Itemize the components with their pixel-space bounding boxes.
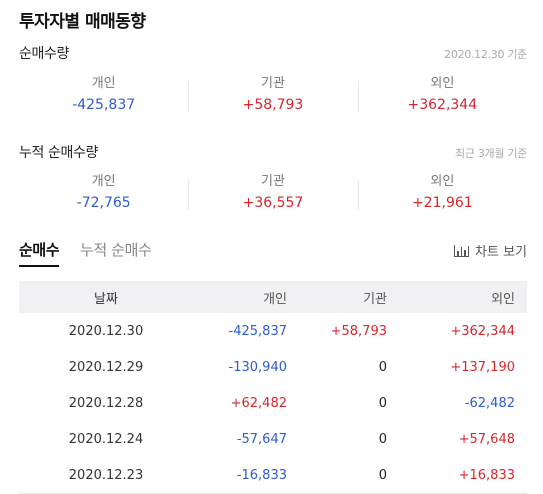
daily-section-header: 순매수량 2020.12.30 기준 <box>19 43 527 63</box>
row-foreign: +137,190 <box>450 359 515 375</box>
summary-value: -425,837 <box>72 97 136 113</box>
row-foreign: +57,648 <box>458 431 515 447</box>
tab-bar: 순매수 누적 순매수 차트 보기 <box>19 236 527 268</box>
daily-individual: 개인 -425,837 <box>19 74 188 116</box>
table-row: 2020.12.28 +62,482 0 -62,482 <box>19 385 527 421</box>
cumulative-section-header: 누적 순매수량 최근 3개월 기준 <box>19 142 527 162</box>
cumulative-section-note: 최근 3개월 기준 <box>454 147 527 160</box>
cumulative-individual: 개인 -72,765 <box>19 172 188 214</box>
daily-summary: 개인 -425,837 기관 +58,793 외인 +362,344 <box>19 74 527 116</box>
row-individual: -57,647 <box>236 431 287 447</box>
row-foreign: +16,833 <box>458 467 515 483</box>
page-title: 투자자별 매매동향 <box>19 12 146 32</box>
row-individual: -425,837 <box>228 323 287 339</box>
table-header: 날짜 개인 기관 외인 <box>19 281 527 313</box>
header-date: 날짜 <box>94 291 118 307</box>
summary-label: 외인 <box>430 76 455 91</box>
row-date: 2020.12.28 <box>68 395 144 411</box>
chart-view-button[interactable]: 차트 보기 <box>454 241 527 260</box>
header-individual: 개인 <box>263 291 287 307</box>
summary-value: +21,961 <box>411 195 473 211</box>
row-institution: 0 <box>378 395 387 411</box>
daily-section-note: 2020.12.30 기준 <box>444 48 527 61</box>
summary-label: 개인 <box>91 76 116 91</box>
row-institution: 0 <box>378 431 387 447</box>
row-date: 2020.12.30 <box>68 323 144 339</box>
daily-section-title: 순매수량 <box>19 46 69 62</box>
row-institution: 0 <box>378 359 387 375</box>
summary-label: 개인 <box>91 174 116 189</box>
chart-view-label: 차트 보기 <box>475 245 527 260</box>
summary-value: +58,793 <box>242 97 304 113</box>
investor-trading-table: 날짜 개인 기관 외인 2020.12.30 -425,837 +58,793 +36… <box>19 281 527 494</box>
summary-value: +362,344 <box>407 97 478 113</box>
row-foreign: +362,344 <box>450 323 515 339</box>
row-date: 2020.12.24 <box>68 431 144 447</box>
row-date: 2020.12.29 <box>68 359 144 375</box>
daily-institution: 기관 +58,793 <box>188 74 357 116</box>
header-institution: 기관 <box>363 291 387 307</box>
row-foreign: -62,482 <box>464 395 515 411</box>
summary-label: 기관 <box>261 174 285 189</box>
summary-value: +36,557 <box>242 195 304 211</box>
table-row: 2020.12.29 -130,940 0 +137,190 <box>19 349 527 385</box>
cumulative-summary: 개인 -72,765 기관 +36,557 외인 +21,961 <box>19 172 527 214</box>
table-row: 2020.12.23 -16,833 0 +16,833 <box>19 457 527 493</box>
row-individual: -130,940 <box>228 359 287 375</box>
daily-foreign: 외인 +362,344 <box>357 74 527 116</box>
bar-chart-icon <box>454 244 470 257</box>
cumulative-foreign: 외인 +21,961 <box>357 172 527 214</box>
row-individual: -16,833 <box>236 467 287 483</box>
row-individual: +62,482 <box>230 395 287 411</box>
cumulative-institution: 기관 +36,557 <box>188 172 357 214</box>
table-body: 2020.12.30 -425,837 +58,793 +362,344 2020.12… <box>19 313 527 493</box>
table-row: 2020.12.30 -425,837 +58,793 +362,344 <box>19 313 527 349</box>
tab-net-purchase[interactable]: 순매수 <box>19 239 60 267</box>
summary-label: 외인 <box>430 174 455 189</box>
row-date: 2020.12.23 <box>68 467 144 483</box>
row-institution: +58,793 <box>330 323 387 339</box>
summary-label: 기관 <box>261 76 285 91</box>
header-foreign: 외인 <box>491 291 515 307</box>
row-institution: 0 <box>378 467 387 483</box>
cumulative-section-title: 누적 순매수량 <box>19 145 98 161</box>
summary-value: -72,765 <box>76 195 131 211</box>
tab-cumulative-net-purchase[interactable]: 누적 순매수 <box>80 241 152 259</box>
table-row: 2020.12.24 -57,647 0 +57,648 <box>19 421 527 457</box>
